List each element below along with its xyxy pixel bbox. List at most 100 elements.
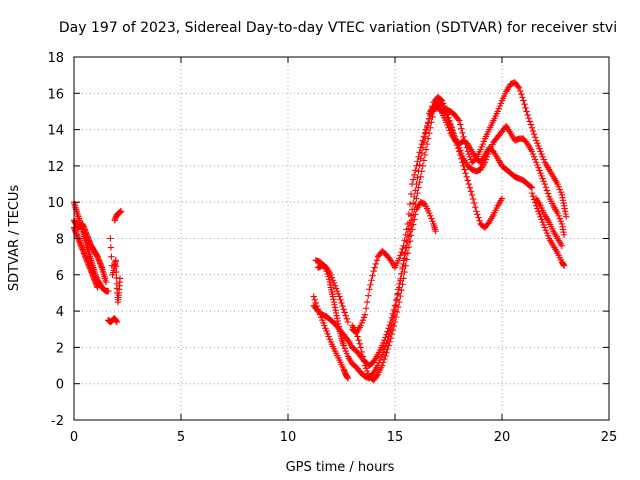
x-axis-label: GPS time / hours xyxy=(286,460,395,475)
data-point xyxy=(544,190,552,197)
data-point xyxy=(391,318,399,326)
data-point xyxy=(529,193,537,200)
data-point xyxy=(334,287,341,295)
data-point xyxy=(366,286,373,293)
data-point xyxy=(538,172,545,180)
data-point xyxy=(528,148,536,155)
data-point xyxy=(420,157,428,164)
data-point xyxy=(427,212,434,220)
data-point xyxy=(376,356,384,364)
data-point xyxy=(424,135,432,142)
data-point xyxy=(107,244,115,251)
data-point xyxy=(325,333,332,340)
data-point xyxy=(354,333,361,340)
data-point xyxy=(399,245,406,253)
data-point xyxy=(408,226,416,233)
data-point xyxy=(444,121,451,129)
data-point xyxy=(523,108,530,115)
data-point xyxy=(429,218,436,225)
data-point xyxy=(468,191,476,199)
data-point xyxy=(478,143,485,151)
data-point xyxy=(384,346,391,353)
data-point xyxy=(454,115,462,123)
data-point xyxy=(393,308,401,316)
data-point xyxy=(554,180,561,188)
data-point xyxy=(358,319,366,327)
data-point xyxy=(378,362,386,369)
data-point xyxy=(337,296,344,303)
data-point xyxy=(464,148,471,155)
data-point xyxy=(324,330,331,337)
data-point xyxy=(367,281,374,288)
data-point xyxy=(533,137,540,144)
data-point xyxy=(527,121,535,128)
data-point xyxy=(339,302,346,310)
data-point xyxy=(528,124,536,131)
data-point xyxy=(497,100,505,107)
data-point xyxy=(537,213,544,220)
data-point xyxy=(396,255,403,262)
data-point xyxy=(387,335,394,342)
x-tick-label: 20 xyxy=(494,430,511,445)
data-point xyxy=(519,94,526,101)
series-early-stub-a xyxy=(105,315,120,326)
data-point xyxy=(514,83,522,90)
data-point xyxy=(398,287,405,294)
data-point xyxy=(544,232,552,239)
data-point xyxy=(463,144,470,151)
data-point xyxy=(393,291,401,298)
data-point xyxy=(405,243,413,251)
data-point xyxy=(458,125,465,132)
data-point xyxy=(313,302,321,310)
data-point xyxy=(389,326,397,334)
data-point xyxy=(416,149,423,156)
data-point xyxy=(319,316,326,324)
series-early-lower xyxy=(70,224,101,291)
y-tick-label: 0 xyxy=(56,378,64,393)
data-point xyxy=(413,162,420,170)
data-point xyxy=(359,316,367,324)
data-point xyxy=(117,208,125,215)
data-point xyxy=(365,370,372,377)
data-point xyxy=(343,350,351,357)
data-point xyxy=(407,190,415,198)
data-point xyxy=(382,352,389,360)
data-point xyxy=(338,299,345,307)
data-point xyxy=(518,91,525,98)
data-point xyxy=(543,229,551,237)
series-early-main xyxy=(70,199,112,295)
data-point xyxy=(344,375,352,382)
data-point xyxy=(113,318,120,326)
data-point xyxy=(321,322,328,329)
data-point xyxy=(428,215,435,222)
data-point xyxy=(459,159,466,166)
data-point xyxy=(342,347,349,355)
data-point xyxy=(414,189,421,197)
data-point xyxy=(329,277,337,284)
y-tick-label: 16 xyxy=(47,87,64,102)
data-point xyxy=(539,218,546,226)
x-tick-label: 25 xyxy=(601,430,618,445)
data-point xyxy=(400,275,407,282)
data-point xyxy=(477,146,484,153)
data-point xyxy=(515,84,523,92)
data-point xyxy=(381,355,388,363)
data-point xyxy=(498,195,506,202)
data-point xyxy=(462,169,469,177)
data-point xyxy=(327,271,334,278)
data-point xyxy=(105,287,112,295)
series-afternoon-arc xyxy=(349,100,536,337)
data-point xyxy=(94,284,101,291)
data-point xyxy=(403,256,410,263)
data-point xyxy=(563,213,570,220)
data-point xyxy=(341,309,348,316)
data-point xyxy=(360,357,368,365)
series-early-stub-c xyxy=(111,208,125,224)
data-point xyxy=(360,314,368,321)
data-point xyxy=(421,151,429,159)
data-point xyxy=(476,217,483,225)
y-tick-label: 18 xyxy=(47,51,64,66)
data-point xyxy=(409,176,417,183)
data-point xyxy=(459,129,466,136)
data-point xyxy=(369,272,376,279)
